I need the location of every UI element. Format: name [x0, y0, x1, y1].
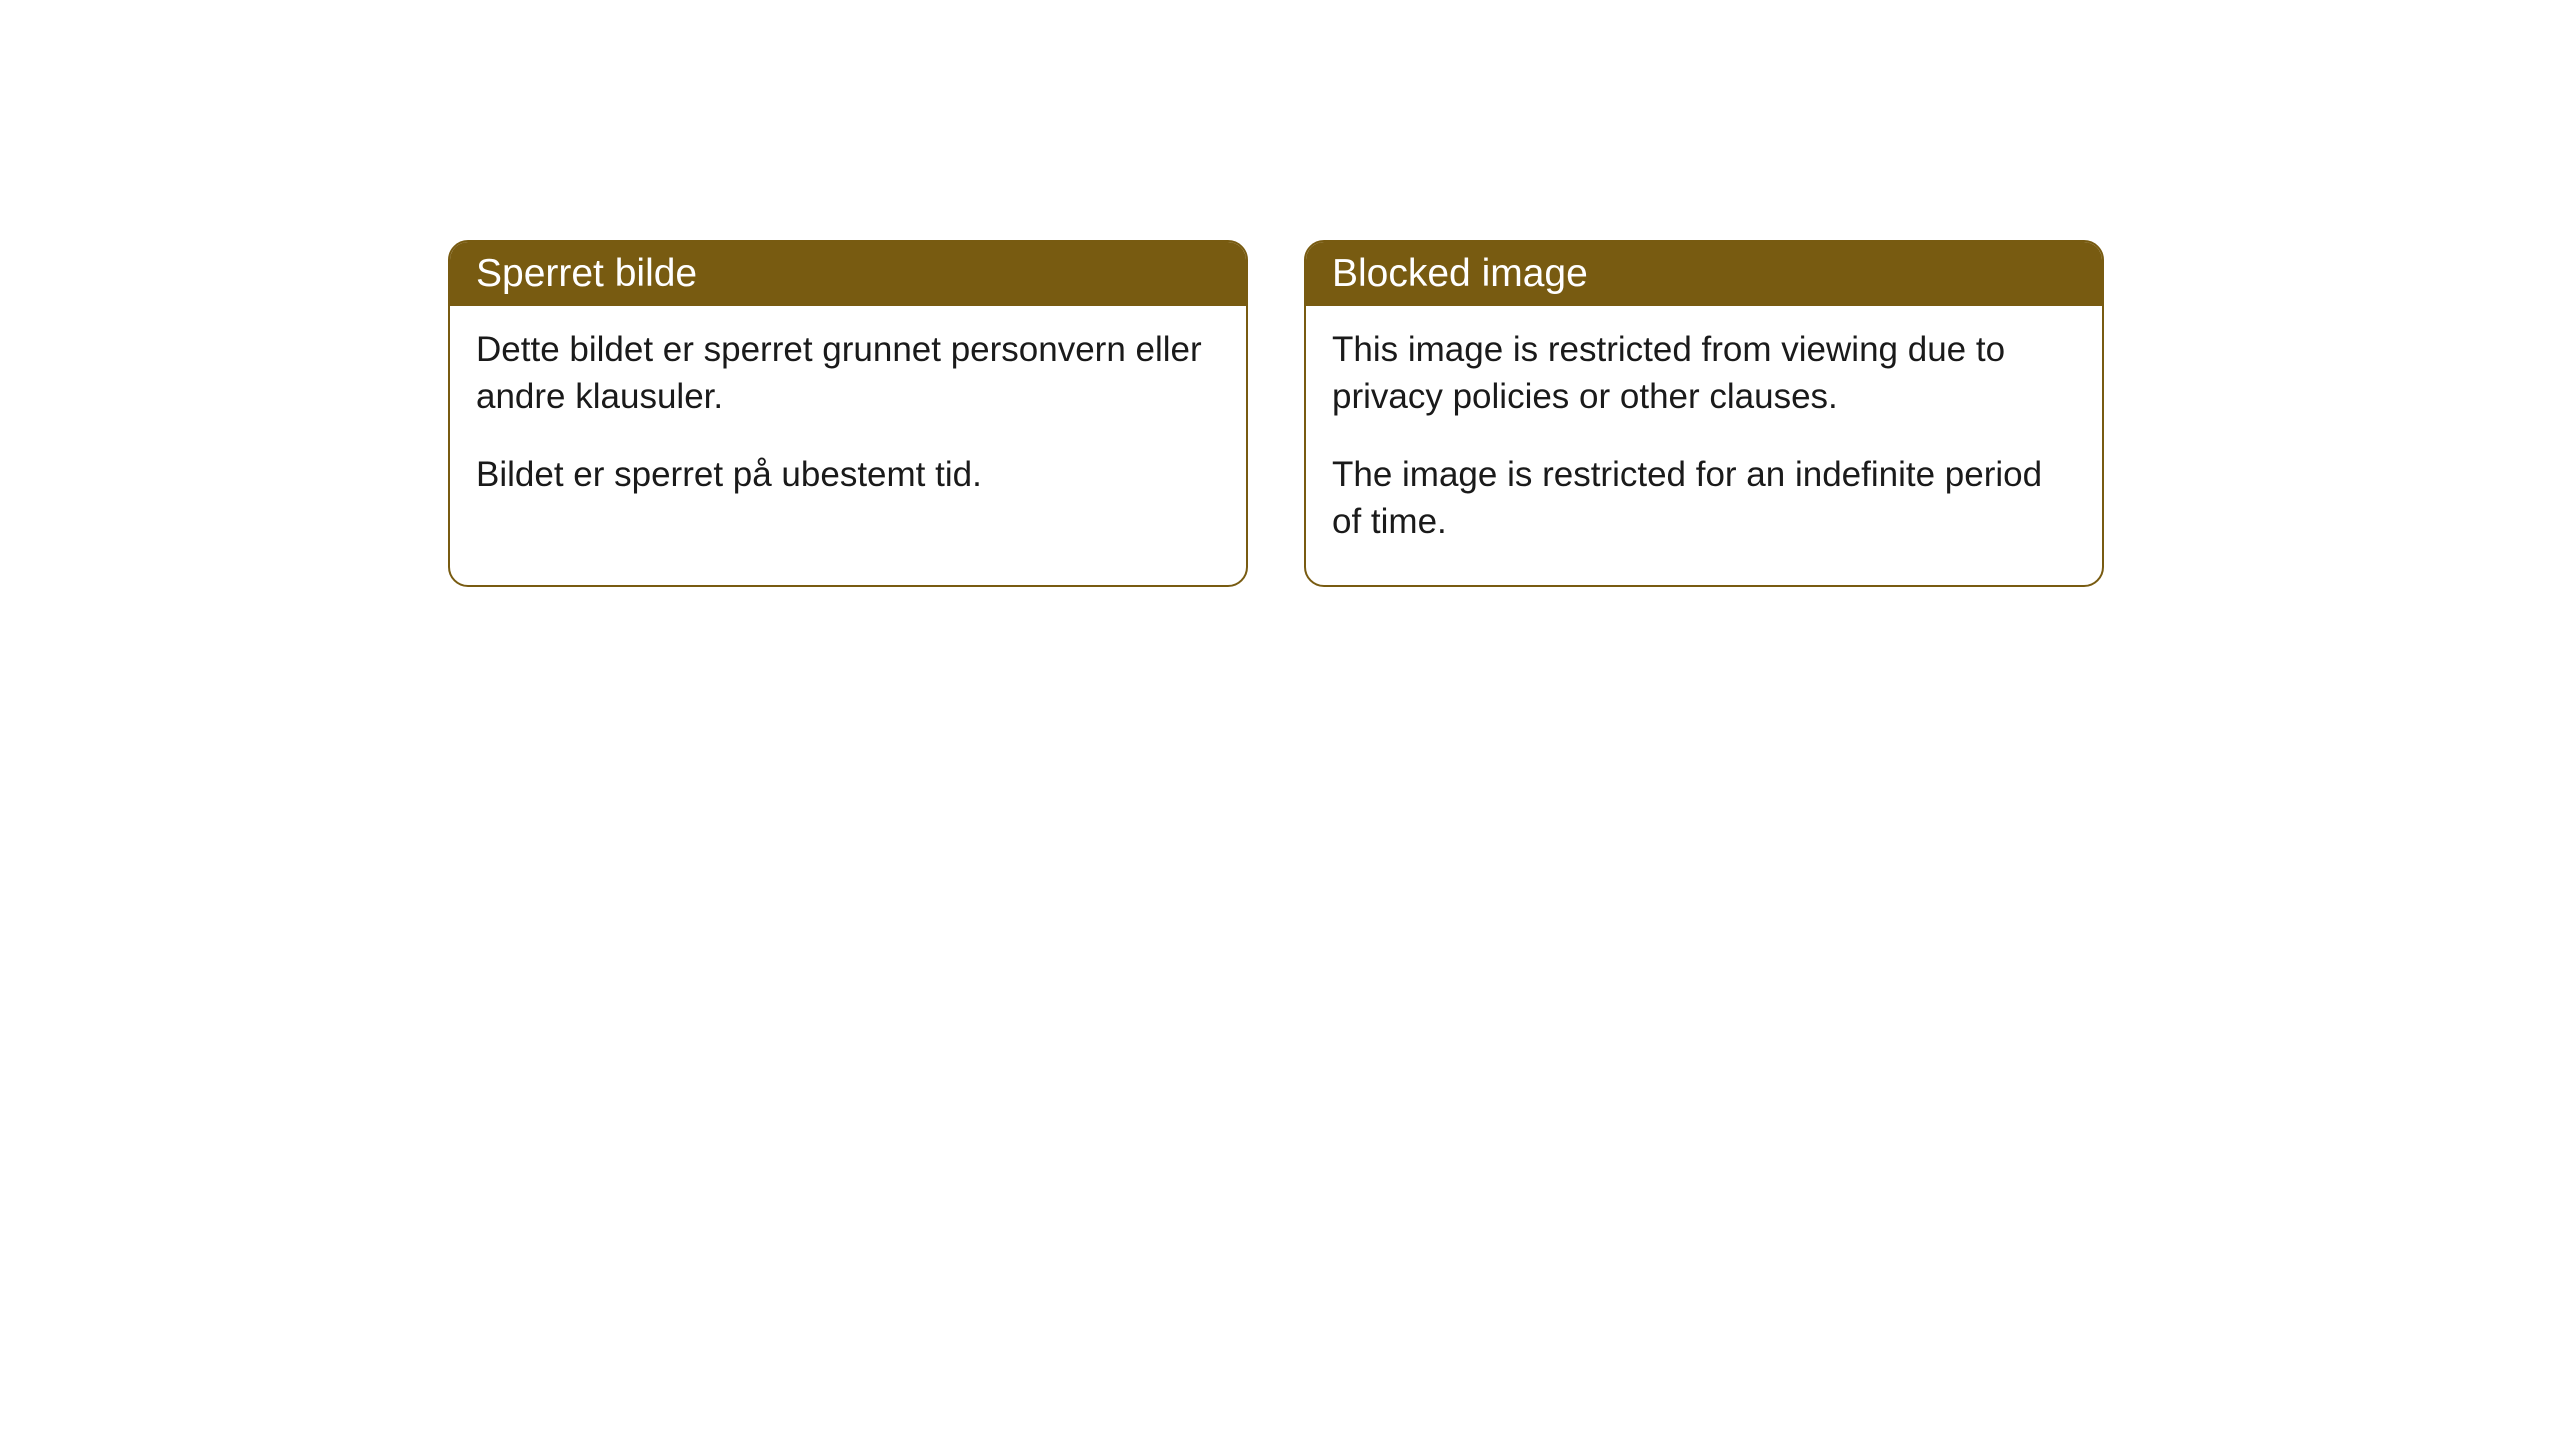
card-paragraph: This image is restricted from viewing du… [1332, 326, 2076, 421]
card-body: Dette bildet er sperret grunnet personve… [450, 306, 1246, 538]
notice-card-english: Blocked image This image is restricted f… [1304, 240, 2104, 587]
card-title: Sperret bilde [476, 252, 697, 295]
card-title: Blocked image [1332, 252, 1588, 295]
card-body: This image is restricted from viewing du… [1306, 306, 2102, 585]
card-paragraph: Dette bildet er sperret grunnet personve… [476, 326, 1220, 421]
notice-card-norwegian: Sperret bilde Dette bildet er sperret gr… [448, 240, 1248, 587]
card-header: Blocked image [1306, 242, 2102, 306]
card-paragraph: Bildet er sperret på ubestemt tid. [476, 451, 1220, 498]
notice-container: Sperret bilde Dette bildet er sperret gr… [0, 0, 2560, 587]
card-header: Sperret bilde [450, 242, 1246, 306]
card-paragraph: The image is restricted for an indefinit… [1332, 451, 2076, 546]
